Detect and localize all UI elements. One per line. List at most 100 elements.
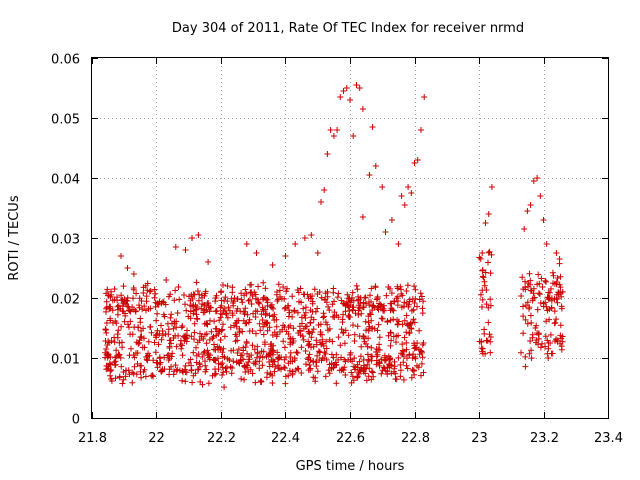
data-point [351, 355, 358, 362]
data-point [542, 343, 548, 350]
data-point [524, 320, 531, 327]
data-point [528, 319, 535, 326]
data-point [559, 288, 566, 295]
data-point [154, 327, 161, 334]
data-point [168, 353, 175, 360]
data-point [104, 286, 111, 293]
data-point [302, 315, 309, 321]
data-point [365, 335, 372, 342]
data-point [290, 325, 297, 332]
data-point [212, 295, 219, 301]
data-point [179, 342, 185, 349]
data-point [356, 358, 363, 365]
data-point [310, 374, 317, 381]
data-point [542, 277, 549, 284]
data-point [320, 314, 327, 321]
data-point [219, 326, 226, 333]
data-point [359, 106, 366, 112]
data-point [159, 328, 166, 334]
data-point [234, 350, 241, 356]
data-point [129, 379, 136, 386]
data-point [224, 314, 231, 321]
data-point [404, 282, 411, 289]
data-point [518, 349, 524, 356]
data-point [359, 214, 366, 220]
data-point [289, 371, 296, 378]
data-point [379, 367, 386, 374]
data-point [367, 292, 373, 299]
data-point [208, 328, 215, 335]
data-point [550, 272, 557, 279]
data-point [152, 299, 159, 306]
data-point [529, 297, 536, 304]
data-point [277, 328, 283, 335]
data-point [253, 250, 260, 256]
data-point [254, 349, 261, 356]
data-point [123, 297, 130, 304]
data-point [414, 303, 420, 310]
data-point [313, 363, 320, 370]
data-point [229, 289, 236, 296]
data-point [107, 305, 114, 312]
data-point [188, 333, 195, 340]
axis-ticks: 21.8 22 22.2 22.4 22.6 22.8 23 23.2 23.4 0 0.01 0.0… [51, 53, 623, 447]
data-point [220, 307, 227, 314]
data-point [200, 335, 207, 342]
data-point [129, 331, 136, 338]
data-point [215, 366, 222, 373]
data-point [404, 365, 411, 372]
data-point [536, 291, 543, 298]
data-point [308, 334, 315, 341]
data-point [190, 349, 197, 356]
data-point [179, 377, 186, 384]
data-point [376, 341, 383, 348]
data-point [552, 319, 559, 326]
data-point [480, 274, 487, 281]
data-point [153, 317, 160, 324]
data-point [366, 302, 373, 309]
data-point [318, 294, 325, 301]
data-point [369, 353, 376, 360]
data-point [420, 298, 427, 305]
data-point [158, 322, 164, 329]
data-point [322, 319, 329, 326]
data-point [375, 346, 382, 353]
data-point [268, 350, 275, 357]
data-point [216, 317, 223, 324]
data-point [193, 315, 200, 322]
data-point [476, 338, 483, 345]
data-point [246, 316, 253, 323]
data-point [398, 193, 405, 199]
data-point [151, 339, 158, 346]
data-point [481, 330, 488, 337]
data-point [242, 344, 249, 350]
data-point [540, 303, 547, 310]
data-point [556, 289, 562, 296]
data-point [526, 270, 533, 277]
data-point [337, 342, 344, 349]
data-point [378, 356, 385, 363]
data-point [160, 298, 166, 305]
data-point [103, 304, 110, 311]
data-point [273, 323, 280, 330]
data-point [195, 232, 202, 238]
data-point [385, 284, 392, 290]
data-point [368, 368, 375, 375]
data-point [363, 377, 370, 384]
data-point [387, 317, 394, 324]
data-point [298, 299, 305, 306]
data-point [412, 355, 419, 362]
data-point [219, 353, 226, 360]
data-point [250, 310, 257, 317]
data-point [172, 362, 179, 369]
data-point [172, 244, 179, 250]
data-point [186, 360, 192, 366]
data-point [322, 296, 329, 303]
data-point [191, 320, 198, 327]
data-point [388, 217, 395, 223]
data-point [281, 364, 288, 371]
data-point [287, 358, 294, 365]
data-point [118, 297, 125, 304]
data-point [326, 325, 333, 332]
data-point [366, 310, 373, 317]
